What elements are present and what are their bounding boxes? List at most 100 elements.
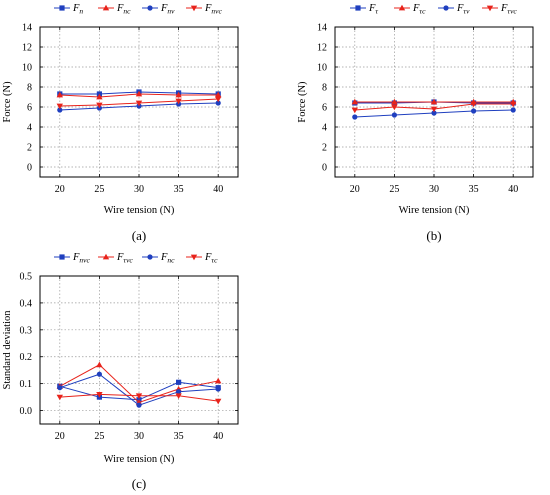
legend-entry: Fτvc [500,3,517,16]
x-tick-label: 25 [389,184,399,195]
y-tick-label: 0 [322,163,327,174]
x-tick-label: 30 [134,431,144,442]
legend-marker [486,5,494,12]
chart-caption: (c) [132,476,146,491]
data-point-τc [96,392,103,398]
y-tick-label: 12 [317,43,327,54]
x-tick-label: 40 [508,184,518,195]
x-tick-label: 20 [55,184,65,195]
chart-caption: (a) [132,228,146,243]
legend-entry: Fτv [456,3,470,16]
x-tick-label: 35 [469,184,479,195]
data-point-nvc [215,96,222,103]
x-axis-label: Wire tension (N) [104,454,175,465]
y-tick-label: 14 [22,23,32,34]
legend-marker [102,253,110,260]
data-point-τv [352,114,358,120]
data-point-τvc [430,106,438,113]
data-point-τvc [470,101,477,108]
y-tick-label: 10 [22,63,32,74]
data-point-nc [215,386,221,392]
x-tick-label: 40 [213,431,223,442]
data-point-τvc [96,361,103,368]
legend-entry: Fτc [412,3,426,16]
x-tick-label: 20 [55,431,65,442]
data-point-nc [135,90,143,97]
data-point-nv [57,107,63,113]
x-tick-label: 30 [134,184,144,195]
legend-marker [190,254,198,261]
x-axis-label: Wire tension (N) [104,205,175,216]
y-tick-label: 8 [322,83,327,94]
data-point-τc [56,394,63,401]
y-axis-label: Force (N) [2,81,13,123]
data-point-τc [430,98,438,105]
legend-entry: Fnc [116,3,131,16]
legend-marker [59,254,65,260]
legend-entry: Fτc [204,252,218,265]
y-tick-label: 2 [27,143,32,154]
legend-entry: Fnvc [72,252,91,265]
legend-marker [147,5,153,11]
x-tick-label: 20 [350,184,360,195]
data-point-nvc [175,98,182,105]
legend-marker [147,254,153,260]
data-point-nc [175,91,182,98]
data-point-nc [136,402,142,408]
y-axis-label: Force (N) [297,81,308,123]
legend-marker [355,5,361,11]
x-tick-label: 35 [174,431,184,442]
data-point-τvc [391,104,398,111]
x-tick-label: 40 [213,184,223,195]
legend-marker [190,5,198,12]
y-tick-label: 0.1 [20,379,33,390]
y-tick-label: 4 [27,123,32,134]
legend-marker [443,5,449,11]
data-point-τc [175,393,182,399]
data-point-nv [215,100,221,106]
legend-entry: Fτvc [116,252,133,265]
data-point-nc [56,91,63,98]
legend-entry: Fnv [160,3,175,16]
y-tick-label: 12 [22,43,32,54]
data-point-τc [391,98,398,105]
y-tick-label: 10 [317,63,327,74]
chart-caption: (b) [426,228,441,243]
data-point-τv [510,107,516,113]
data-point-τc [135,393,143,399]
y-tick-label: 14 [317,23,327,34]
legend-entry: Fnvc [204,3,223,16]
y-tick-label: 0.5 [20,272,33,283]
chart-c: 20 25 30 35 40 0.0 0.1 0.2 0.3 0.4 0.5 Wire tension… [2,252,239,491]
data-point-nc [96,93,103,100]
legend-marker [59,5,65,11]
data-point-nc [215,91,222,98]
data-point-τvc [351,107,358,114]
data-point-τv [431,110,437,116]
y-tick-label: 0.0 [20,406,33,417]
data-point-τv [471,108,477,114]
chart-a: 20 25 30 35 40 0 2 4 6 8 10 12 14 Wire tension (N) For… [2,3,239,243]
data-point-nvc [176,379,182,385]
x-tick-label: 25 [94,431,104,442]
data-point-nc [176,389,182,395]
data-point-τc [215,398,222,405]
y-tick-label: 0.4 [20,298,33,309]
y-axis-label: Standard deviation [2,310,13,390]
chart-b: 20 25 30 35 40 0 2 4 6 8 10 12 14 Wire tension (N) For… [297,3,534,243]
y-tick-label: 2 [322,143,327,154]
y-tick-label: 0.3 [20,325,33,336]
data-point-nvc [135,100,143,107]
data-point-nvc [56,103,63,110]
data-point-nc [57,385,63,391]
legend-marker [102,4,110,11]
legend-entry: Fn [72,3,83,16]
y-tick-label: 0.2 [20,352,33,363]
x-tick-label: 30 [429,184,439,195]
y-tick-label: 0 [27,163,32,174]
legend-marker [398,4,406,11]
y-tick-label: 8 [27,83,32,94]
data-point-τvc [215,377,222,384]
data-point-nc [96,371,102,377]
